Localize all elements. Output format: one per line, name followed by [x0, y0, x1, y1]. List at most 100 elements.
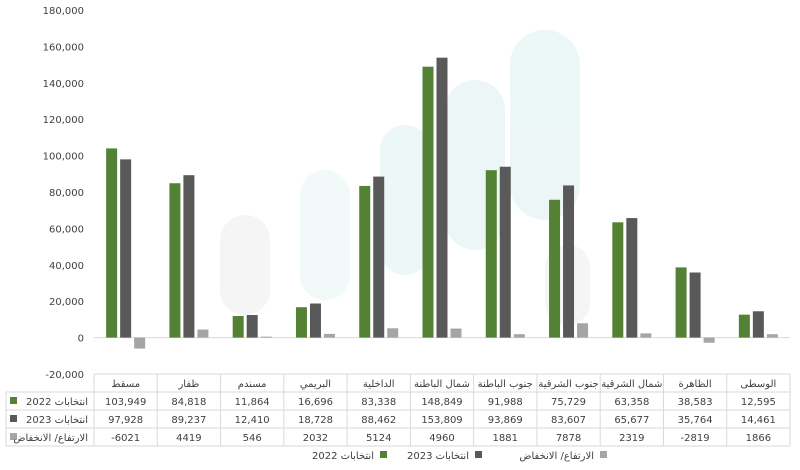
y-tick-label: 180,000	[43, 6, 84, 17]
category-label: جنوب الشرقية	[538, 379, 598, 390]
table-value: 2319	[619, 433, 644, 444]
table-value: 7878	[556, 433, 581, 444]
bar-series-3	[260, 336, 272, 338]
bar-series-1	[422, 66, 434, 338]
bar-series-1	[106, 148, 118, 338]
category-label: مسقط	[111, 379, 140, 390]
bar-series-1	[295, 307, 307, 338]
table-value: 12,595	[741, 397, 776, 408]
category-label: ظفار	[177, 379, 199, 390]
legend-label: انتخابات 2022	[312, 451, 374, 462]
bar-series-2	[499, 166, 511, 338]
bar-series-1	[485, 170, 497, 338]
table-value: 63,358	[614, 397, 649, 408]
y-tick-label: 140,000	[43, 79, 84, 90]
bar-series-2	[309, 303, 321, 338]
category-label: شمال الشرقية	[601, 379, 662, 390]
bar-series-1	[612, 222, 624, 338]
table-value: 11,864	[235, 397, 270, 408]
table-value: 84,818	[171, 397, 206, 408]
legend-label: انتخابات 2023	[407, 451, 469, 462]
bar-series-2	[183, 175, 195, 338]
table-value: 89,237	[171, 415, 206, 426]
y-tick-label: 80,000	[49, 188, 84, 199]
bar-series-2	[246, 315, 258, 338]
watermark	[220, 30, 590, 325]
table-value: 5124	[366, 433, 391, 444]
bar-series-3	[766, 334, 778, 338]
table-value: 12,410	[235, 415, 270, 426]
y-tick-label: 160,000	[43, 42, 84, 53]
category-label: شمال الباطنة	[414, 379, 470, 390]
legend-key	[600, 451, 607, 458]
table-value: 91,988	[488, 397, 523, 408]
bar-series-3	[577, 323, 589, 338]
y-tick-label: 0	[78, 334, 84, 345]
table-value: 16,696	[298, 397, 333, 408]
table-value: 2032	[303, 433, 328, 444]
bar-series-3	[640, 333, 652, 338]
bar-series-2	[120, 159, 132, 338]
bar-series-2	[563, 185, 575, 338]
bar-series-1	[549, 199, 561, 338]
table-value: 4419	[176, 433, 201, 444]
y-tick-label: 60,000	[49, 224, 84, 235]
category-label: الداخلية	[363, 379, 395, 390]
table-value: 153,809	[421, 415, 462, 426]
bar-series-2	[373, 176, 385, 338]
bar-series-2	[626, 218, 638, 338]
bar-series-3	[197, 329, 209, 338]
y-tick-label: 20,000	[49, 297, 84, 308]
bar-series-2	[436, 57, 448, 338]
category-label: مسندم	[238, 379, 267, 390]
table-value: 18,728	[298, 415, 333, 426]
y-tick-label: 120,000	[43, 115, 84, 126]
bar-series-3	[513, 334, 525, 338]
table-value: 14,461	[741, 415, 776, 426]
table-value: 38,583	[678, 397, 713, 408]
legend-key	[475, 451, 482, 458]
table-value: 93,869	[488, 415, 523, 426]
bar-series-1	[738, 314, 750, 338]
table-value: 103,949	[105, 397, 146, 408]
table-legend-key	[10, 433, 17, 440]
category-label: الوسطى	[740, 379, 776, 390]
category-label: البريمي	[300, 379, 331, 390]
table-value: 4960	[429, 433, 454, 444]
table-value: 75,729	[551, 397, 586, 408]
category-label: جنوب الباطنة	[478, 379, 533, 390]
legend-label: الارتفاع/ الانخفاض	[519, 451, 594, 462]
table-value: 83,338	[361, 397, 396, 408]
y-tick-label: 100,000	[43, 152, 84, 163]
table-series-label: الارتفاع/ الانخفاض	[13, 433, 88, 444]
bar-series-3	[387, 328, 399, 338]
table-value: 88,462	[361, 415, 396, 426]
y-tick-label: 40,000	[49, 261, 84, 272]
bar-series-3	[134, 337, 146, 349]
table-series-label: انتخابات 2022	[26, 397, 88, 408]
table-legend-key	[10, 397, 17, 404]
table-value: 1881	[493, 433, 518, 444]
bar-series-2	[752, 311, 764, 338]
table-series-label: انتخابات 2023	[26, 415, 88, 426]
table-value: -6021	[111, 433, 140, 444]
table-value: 148,849	[421, 397, 462, 408]
bar-series-2	[689, 272, 701, 338]
table-value: 1866	[746, 433, 771, 444]
bar-series-3	[703, 337, 715, 343]
category-label: الظاهرة	[679, 379, 712, 390]
table-value: 97,928	[108, 415, 143, 426]
table-value: 83,607	[551, 415, 586, 426]
bar-series-3	[323, 333, 335, 338]
table-value: 546	[243, 433, 262, 444]
table-legend-key	[10, 415, 17, 422]
bar-series-1	[675, 267, 687, 338]
table-value: 65,677	[614, 415, 649, 426]
bar-series-1	[232, 316, 244, 338]
legend-key	[380, 451, 387, 458]
y-tick-label: -20,000	[45, 370, 84, 381]
table-value: -2819	[681, 433, 710, 444]
bar-series-3	[450, 328, 462, 338]
bar-series-1	[169, 183, 181, 338]
